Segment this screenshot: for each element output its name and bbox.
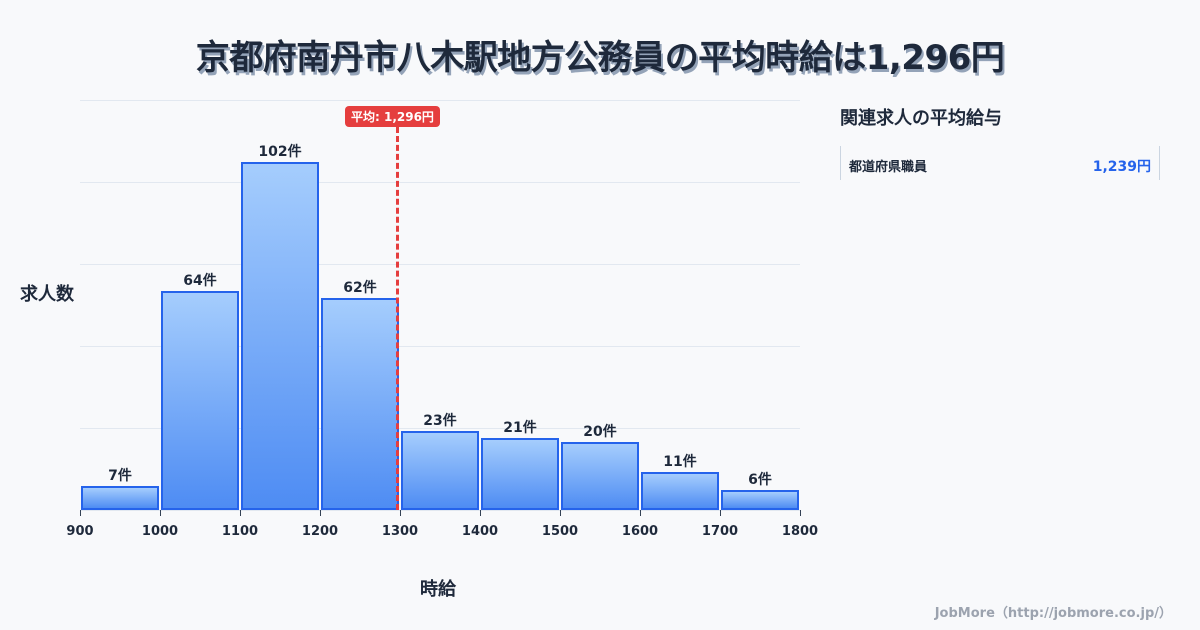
histogram-bar	[561, 441, 639, 510]
histogram-bar	[81, 486, 159, 510]
x-tick-label: 1700	[701, 524, 739, 539]
x-tick-label: 1500	[541, 524, 579, 539]
histogram-bar	[161, 291, 239, 510]
histogram-bar	[481, 438, 559, 510]
histogram-bar	[241, 161, 319, 510]
x-tick	[720, 510, 721, 516]
gridline	[80, 428, 800, 429]
related-job-salary: 1,239円	[1092, 159, 1151, 175]
x-tick-label: 1000	[141, 524, 179, 539]
x-tick	[400, 510, 401, 516]
related-salary-title: 関連求人の平均給与	[840, 108, 1002, 129]
gridline	[80, 100, 800, 101]
gridline	[80, 346, 800, 347]
y-axis-label: 求人数	[20, 284, 74, 305]
bar-value-label: 6件	[748, 471, 772, 488]
histogram-bar	[641, 472, 719, 510]
x-tick	[80, 510, 81, 516]
x-tick-label: 1300	[381, 524, 419, 539]
x-axis-label: 時給	[420, 579, 456, 600]
histogram-bar	[321, 298, 399, 510]
bar-value-label: 21件	[503, 420, 537, 437]
gridline	[80, 264, 800, 265]
x-tick	[240, 510, 241, 516]
x-tick-label: 1400	[461, 524, 499, 539]
gridline	[80, 182, 800, 183]
bar-value-label: 64件	[183, 273, 217, 290]
page-title: 京都府南丹市八木駅地方公務員の平均時給は1,296円	[195, 38, 1005, 78]
histogram-bar	[401, 431, 479, 510]
x-tick-label: 1200	[301, 524, 339, 539]
footer-credit: JobMore（http://jobmore.co.jp/）	[934, 606, 1172, 621]
x-tick-label: 1100	[221, 524, 259, 539]
x-tick-label: 900	[66, 524, 94, 539]
x-tick-label: 1800	[781, 524, 819, 539]
average-badge: 平均: 1,296円	[345, 106, 440, 127]
related-job-name: 都道府県職員	[849, 160, 928, 175]
bar-value-label: 7件	[108, 468, 132, 485]
bar-value-label: 20件	[583, 423, 617, 440]
average-line	[396, 118, 399, 510]
x-tick	[640, 510, 641, 516]
related-salary-row: 都道府県職員 1,239円	[840, 146, 1160, 180]
bar-value-label: 102件	[258, 143, 302, 160]
bar-value-label: 11件	[663, 454, 697, 471]
histogram-bar	[721, 489, 799, 510]
bar-value-label: 23件	[423, 413, 457, 430]
bar-value-label: 62件	[343, 280, 377, 297]
x-tick	[480, 510, 481, 516]
x-tick-label: 1600	[621, 524, 659, 539]
gridline	[80, 510, 800, 511]
x-tick	[160, 510, 161, 516]
x-tick	[560, 510, 561, 516]
x-tick	[800, 510, 801, 516]
x-tick	[320, 510, 321, 516]
